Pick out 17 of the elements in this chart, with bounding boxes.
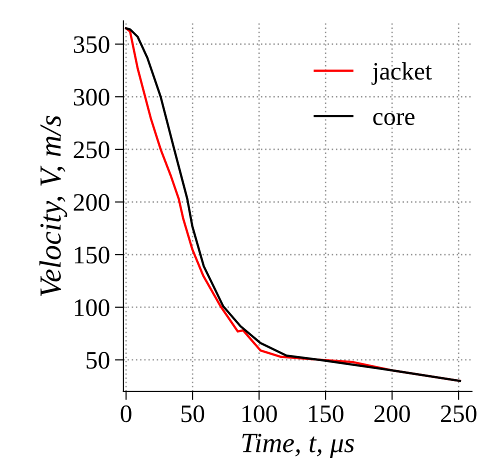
y-tick-label: 150 <box>74 246 110 264</box>
x-tick-label: 200 <box>374 405 410 422</box>
y-axis-title: Velocity, V, m/s <box>39 116 68 296</box>
y-tick-label: 50 <box>86 352 110 369</box>
x-tick-label: 0 <box>120 405 132 422</box>
y-tick-label: 300 <box>74 88 110 106</box>
legend-label: core <box>373 113 414 126</box>
x-tick-label: 100 <box>242 405 277 422</box>
x-tick-label: 150 <box>309 405 344 422</box>
x-tick-label: 50 <box>182 405 204 422</box>
y-tick-label: 250 <box>74 141 110 158</box>
x-axis-title: Time, t, μs <box>242 434 354 458</box>
x-tick-label: 250 <box>440 405 476 422</box>
legend-label: jacket <box>372 62 432 85</box>
y-tick-label: 200 <box>74 194 110 211</box>
y-tick-label: 350 <box>74 36 110 54</box>
y-tick-label: 100 <box>74 299 110 316</box>
